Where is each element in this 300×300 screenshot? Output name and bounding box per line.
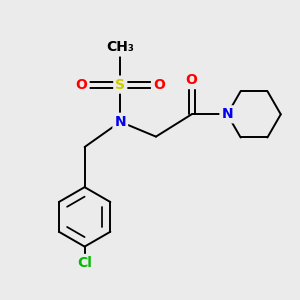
Text: N: N bbox=[221, 107, 233, 121]
Text: N: N bbox=[115, 115, 126, 129]
Text: O: O bbox=[76, 78, 88, 92]
Text: O: O bbox=[153, 78, 165, 92]
Text: S: S bbox=[115, 78, 125, 92]
Text: O: O bbox=[186, 73, 197, 87]
Text: Cl: Cl bbox=[77, 256, 92, 270]
Text: CH₃: CH₃ bbox=[106, 40, 134, 55]
